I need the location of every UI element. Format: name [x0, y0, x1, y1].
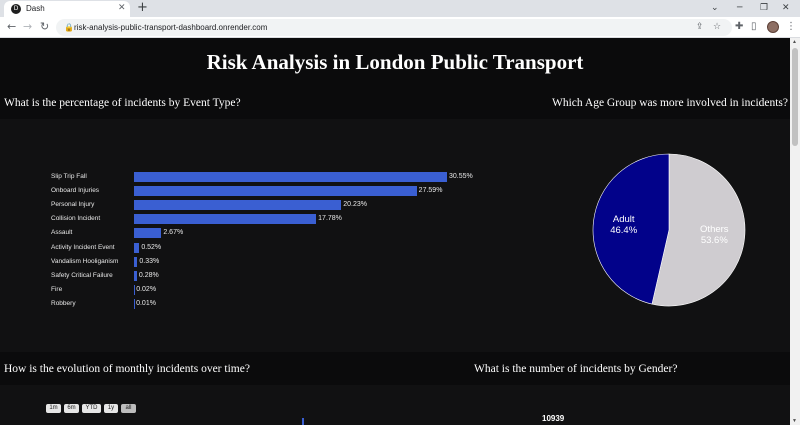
bar-mark[interactable]	[134, 186, 417, 197]
new-tab-button[interactable]: +	[137, 0, 148, 15]
bar-category-label: Onboard Injuries	[51, 187, 100, 195]
bar-value-label: 0.01%	[136, 299, 156, 307]
side-panel-icon[interactable]: ▯	[751, 21, 757, 32]
lock-icon[interactable]: 🔒	[64, 23, 74, 32]
range-button-6m[interactable]: 6m	[64, 404, 79, 413]
bar-category-label: Personal Injury	[51, 201, 95, 209]
tab-title: Dash	[26, 4, 45, 13]
range-button-1y[interactable]: 1y	[104, 404, 118, 413]
minimize-icon[interactable]: ─	[737, 3, 743, 13]
bar-value-label: 27.59%	[418, 187, 443, 195]
bar-value-label: 17.78%	[318, 215, 342, 223]
browser-toolbar: ← → ↻ 🔒 risk-analysis-public-transport-d…	[0, 17, 800, 38]
address-bar[interactable]: 🔒 risk-analysis-public-transport-dashboa…	[56, 19, 732, 36]
tab-search-icon[interactable]: ⌄	[711, 3, 719, 13]
page-scrollbar[interactable]: ▲ ▼	[790, 38, 800, 425]
scroll-down-icon[interactable]: ▼	[792, 418, 797, 424]
range-button-all[interactable]: all	[121, 404, 136, 413]
bar-mark[interactable]	[134, 200, 342, 211]
scroll-thumb[interactable]	[792, 48, 798, 146]
pie-slice-label: Others	[700, 224, 729, 235]
question-gender: What is the number of incidents by Gende…	[474, 363, 678, 375]
window-close-icon[interactable]: ✕	[782, 3, 790, 13]
question-event-type: What is the percentage of incidents by E…	[4, 97, 241, 109]
menu-kebab-icon[interactable]: ⋮	[786, 21, 796, 32]
bar-category-label: Activity Incident Event	[51, 243, 115, 251]
question-monthly: How is the evolution of monthly incident…	[4, 363, 250, 375]
pie-slice-text: 53.6%	[701, 235, 728, 246]
back-icon[interactable]: ←	[7, 20, 17, 33]
bar-category-label: Robbery	[51, 299, 76, 307]
gender-count-label: 10939	[542, 414, 565, 423]
pie-slice-adult[interactable]	[592, 153, 670, 305]
range-button-ytd[interactable]: YTD	[82, 404, 101, 413]
bar-value-label: 0.28%	[138, 271, 159, 279]
bar-value-label: 0.52%	[141, 243, 162, 251]
tab-close-icon[interactable]: ✕	[118, 3, 126, 13]
bar-category-label: Collision Incident	[51, 215, 101, 223]
browser-tab[interactable]: D Dash ✕	[4, 1, 130, 17]
pie-slice-others[interactable]	[651, 153, 746, 307]
bookmark-star-icon[interactable]: ☆	[713, 22, 722, 32]
share-icon[interactable]: ⇪	[696, 22, 704, 32]
bar-mark[interactable]	[134, 214, 317, 225]
profile-avatar[interactable]	[767, 21, 779, 33]
dash-favicon-icon: D	[11, 4, 21, 14]
bar-category-label: Vandalism Hooliganism	[51, 257, 119, 265]
scroll-up-icon[interactable]: ▲	[792, 39, 797, 45]
range-button-1m[interactable]: 1m	[46, 404, 61, 413]
extensions-puzzle-icon[interactable]: ✚	[735, 21, 744, 32]
bar-value-label: 2.67%	[163, 229, 184, 237]
bar-mark[interactable]	[134, 242, 140, 253]
tab-strip: D Dash ✕ + ⌄ ─ ❐ ✕	[0, 0, 800, 17]
bar-mark[interactable]	[134, 228, 162, 239]
question-age-group: Which Age Group was more involved in inc…	[552, 97, 789, 109]
reload-icon[interactable]: ↻	[40, 20, 50, 33]
bar-value-label: 30.55%	[449, 173, 473, 180]
page-title: Risk Analysis in London Public Transport	[206, 50, 584, 74]
dashboard-page: Risk Analysis in London Public Transport…	[0, 38, 790, 425]
bar-category-label: Fire	[51, 285, 63, 293]
bar-value-label: 0.02%	[136, 285, 157, 293]
url-text: risk-analysis-public-transport-dashboard…	[74, 23, 268, 32]
bar-value-label: 20.23%	[343, 201, 368, 209]
bar-mark[interactable]	[134, 172, 447, 182]
lower-panel	[0, 385, 790, 425]
line-chart-mark	[302, 418, 304, 425]
bar-value-label: 0.33%	[139, 257, 160, 265]
bar-mark[interactable]	[134, 270, 137, 281]
pie-slice-label: Adult	[613, 214, 635, 225]
bar-category-label: Assault	[51, 229, 73, 237]
maximize-icon[interactable]: ❐	[760, 3, 769, 13]
pie-slice-text: 46.4%	[610, 225, 637, 236]
bar-category-label: Safety Critical Failure	[51, 271, 113, 279]
bar-mark[interactable]	[134, 256, 138, 267]
forward-icon[interactable]: →	[23, 20, 33, 33]
bar-category-label: Slip Trip Fall	[51, 173, 87, 180]
